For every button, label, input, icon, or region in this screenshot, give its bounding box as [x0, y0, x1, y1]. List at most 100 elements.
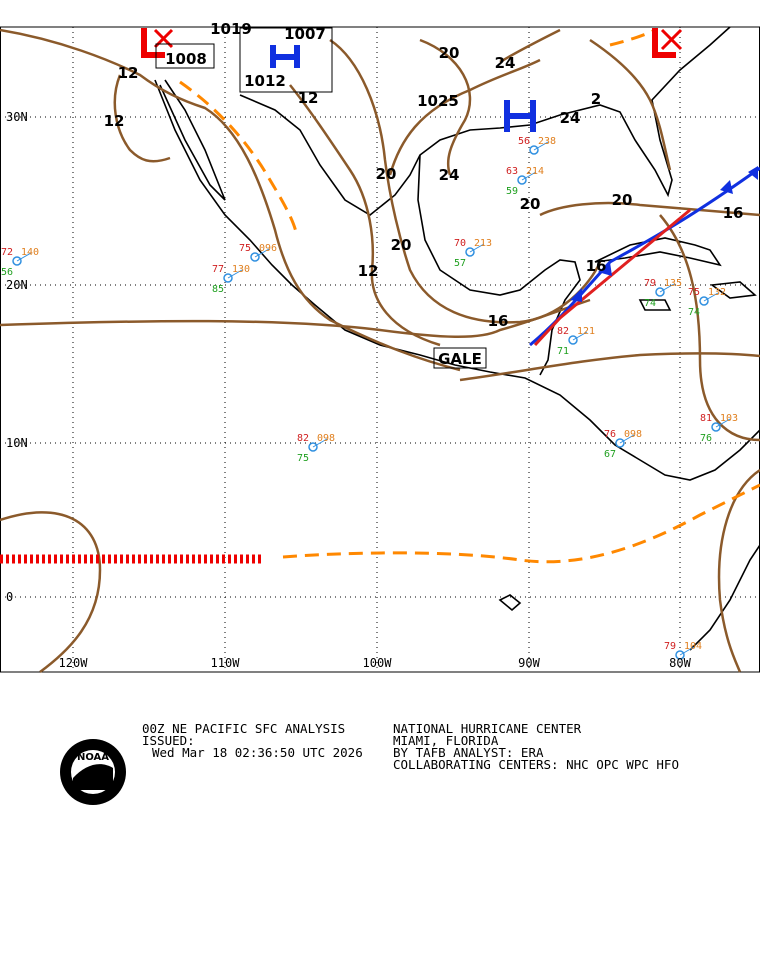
station-pressure: 213 [474, 238, 492, 249]
label-box [239, 27, 333, 93]
footer-text: Wed Mar 18 02:36:50 UTC 2026 [152, 745, 363, 760]
wind-barb [521, 171, 537, 181]
station-temp: 76 [604, 429, 616, 440]
isobar-label: 20 [612, 191, 633, 209]
isobar-label: 16 [586, 257, 607, 275]
isobar-label: 12 [118, 64, 139, 82]
wind-barb [679, 646, 695, 656]
pressure-centers [141, 27, 683, 369]
wind-barb [469, 243, 485, 253]
lon-label: 80W [669, 656, 691, 670]
station-temp: 70 [454, 238, 466, 249]
station-pressure: 130 [232, 264, 250, 275]
wind-barb [254, 248, 270, 258]
station-pressure: 096 [259, 243, 277, 254]
station-dew: 59 [506, 186, 518, 197]
label-box [155, 43, 215, 69]
isobar-label: 1019 [210, 20, 252, 38]
isobar-label: 16 [723, 204, 744, 222]
footer-text: 00Z NE PACIFIC SFC ANALYSIS [142, 721, 345, 736]
isobar-label: 1007 [284, 25, 326, 43]
wind-barb [715, 418, 731, 428]
low-x [660, 28, 683, 51]
isobar-label: 2 [591, 90, 601, 108]
high-center [504, 100, 536, 132]
graticule [0, 27, 760, 672]
isobar-label: 20 [520, 195, 541, 213]
wind-barb [16, 252, 32, 262]
station-temp: 79 [644, 278, 656, 289]
station-temp: 63 [506, 166, 518, 177]
lat-label: 20N [6, 278, 28, 292]
trough [282, 483, 760, 564]
logo: NOAA [60, 739, 126, 805]
axis-labels: 30N 20N 10N 0 120W 110W 100W 90W 80W [6, 110, 692, 670]
isobar-label: 20 [391, 236, 412, 254]
high-center [270, 45, 300, 68]
station-temp: 77 [212, 264, 224, 275]
footer-text: COLLABORATING CENTERS: NHC OPC WPC HFO [393, 757, 679, 772]
isobar-label: 12 [358, 262, 379, 280]
station-pressure: 140 [21, 247, 39, 258]
station-dew: 75 [297, 453, 309, 464]
lon-label: 110W [211, 656, 241, 670]
wind-barb [533, 141, 549, 151]
lon-label: 100W [363, 656, 393, 670]
station-pressure: 132 [708, 287, 726, 298]
isobar-label: 12 [298, 89, 319, 107]
footer-text: BY TAFB ANALYST: ERA [393, 745, 544, 760]
station-temp: 81 [700, 413, 712, 424]
station-temp: 72 [1, 247, 13, 258]
noaa-logo-bird [73, 764, 113, 790]
isobar-label: 12 [104, 112, 125, 130]
stations: 72 140 56 75 096 77 130 85 82 098 75 70 213 57 63 214 59… [1, 136, 738, 660]
isobar-label: 24 [439, 166, 460, 184]
wind-barb [703, 292, 719, 302]
station-dew: 76 [700, 433, 712, 444]
station-pressure: 098 [317, 433, 335, 444]
logo-text: NOAA [77, 752, 109, 763]
station-dew: 56 [1, 267, 13, 278]
trough [179, 80, 298, 233]
low-center [141, 28, 165, 58]
wind-barb [659, 283, 675, 293]
low-center [652, 28, 676, 58]
station-pressure: 238 [538, 136, 556, 147]
station-temp: 75 [688, 287, 700, 298]
isobars [0, 28, 760, 674]
lat-label: 30N [6, 110, 28, 124]
isobar-label: 24 [495, 54, 516, 72]
wind-barb [312, 438, 328, 448]
station-dew: 67 [604, 449, 616, 460]
isobar-label: 1012 [244, 72, 286, 90]
station-pressure: 103 [720, 413, 738, 424]
footer-text: NATIONAL HURRICANE CENTER [393, 721, 582, 736]
isobar-label: 24 [560, 109, 581, 127]
footer-text: MIAMI, FLORIDA [393, 733, 499, 748]
station-dew: 74 [688, 307, 700, 318]
lat-label: 10N [6, 436, 28, 450]
isobar-label: 1025 [417, 92, 459, 110]
lat-label: 0 [6, 590, 13, 604]
station-dew: 74 [644, 298, 656, 309]
station-pressure: 214 [526, 166, 544, 177]
station-pressure: 098 [624, 429, 642, 440]
fronts [0, 28, 760, 564]
isobar-label: 20 [439, 44, 460, 62]
isobar-label: 1008 [165, 50, 207, 68]
station-temp: 75 [239, 243, 251, 254]
isobar-label: GALE [438, 350, 482, 368]
station-dew: 57 [454, 258, 466, 269]
station-temp: 82 [297, 433, 309, 444]
isobar-label: 16 [488, 312, 509, 330]
wind-barb [619, 434, 635, 444]
stationary-front [533, 208, 691, 347]
station-pressure: 135 [664, 278, 682, 289]
isobar-labels: 1019 1007 1008 1012 1025 12 12 12 20 24 24 2 20 24 20 2… [104, 20, 744, 368]
lon-label: 120W [59, 656, 89, 670]
wind-barb [572, 331, 588, 341]
wind-barb [227, 269, 243, 279]
isobar-label: 20 [376, 165, 397, 183]
